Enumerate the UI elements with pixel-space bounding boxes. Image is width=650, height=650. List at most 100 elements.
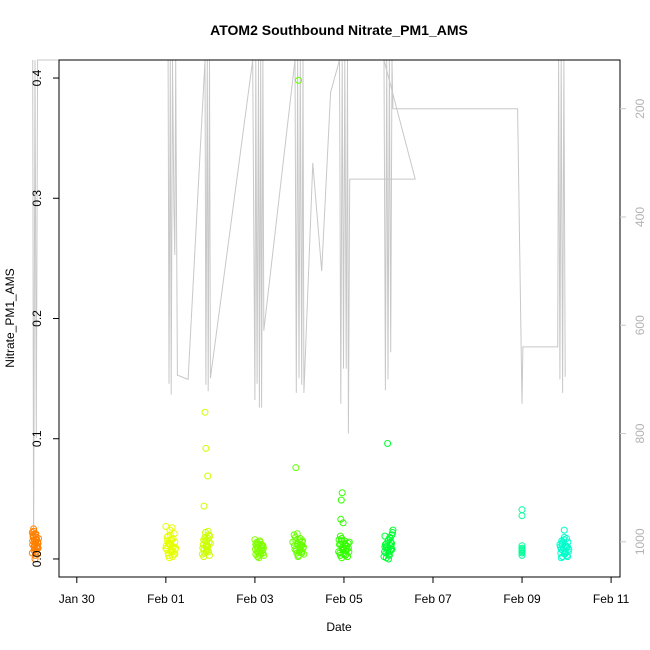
data-point xyxy=(385,555,392,563)
data-point xyxy=(561,549,569,557)
data-point xyxy=(201,537,209,545)
series-8 xyxy=(556,526,573,562)
data-point xyxy=(389,526,397,534)
data-point xyxy=(200,553,208,561)
x-tick-label: Feb 01 xyxy=(147,592,185,606)
y-tick-label: 0.0 xyxy=(30,550,44,567)
series-4 xyxy=(289,76,308,561)
chart-title: ATOM2 Southbound Nitrate_PM1_AMS xyxy=(210,22,468,38)
data-point xyxy=(165,539,172,547)
data-point xyxy=(31,555,39,563)
series-1 xyxy=(162,523,180,562)
data-point xyxy=(564,543,571,551)
data-point xyxy=(169,553,176,561)
data-point xyxy=(168,524,176,532)
right-tick-label: 400 xyxy=(633,207,647,227)
data-point xyxy=(296,544,304,552)
data-point xyxy=(30,527,38,535)
data-point xyxy=(204,527,212,535)
flight-track xyxy=(32,59,566,561)
x-tick-label: Feb 11 xyxy=(593,592,630,606)
data-point xyxy=(293,530,301,538)
data-point xyxy=(563,535,571,542)
data-point xyxy=(259,549,267,557)
right-tick-label: 800 xyxy=(633,423,647,443)
series-2 xyxy=(198,408,214,561)
data-point xyxy=(560,526,568,534)
data-point xyxy=(164,532,172,540)
data-point xyxy=(518,512,526,520)
data-point xyxy=(338,554,346,562)
right-tick-label: 200 xyxy=(633,98,647,118)
data-point xyxy=(166,541,174,548)
axes: 0.0 0.1 0.2 0.3 0.4 Jan 30 Feb 01 Feb 03 Feb 05 F… xyxy=(30,69,647,606)
data-point xyxy=(336,532,344,540)
data-point xyxy=(205,548,213,556)
data-point xyxy=(295,76,302,84)
series-5 xyxy=(335,489,353,562)
data-point xyxy=(344,539,352,547)
data-point xyxy=(34,539,42,547)
data-point xyxy=(337,496,345,504)
data-point xyxy=(342,550,350,558)
x-axis-label: Date xyxy=(326,620,352,634)
data-point xyxy=(518,545,526,553)
data-point xyxy=(204,472,212,480)
x-tick-label: Feb 09 xyxy=(503,592,541,606)
y-axis-label: Nitrate_PM1_AMS xyxy=(3,268,17,367)
data-point xyxy=(292,464,300,472)
data-point xyxy=(387,538,395,546)
data-point xyxy=(557,554,565,562)
data-point xyxy=(289,538,297,546)
flight-track-line xyxy=(32,59,566,561)
data-point xyxy=(518,506,526,514)
data-point xyxy=(387,547,395,554)
series-7 xyxy=(518,506,526,559)
right-tick-label: 1000 xyxy=(633,528,647,555)
x-tick-label: Jan 30 xyxy=(59,592,95,606)
data-point xyxy=(564,548,572,556)
data-point xyxy=(252,541,260,548)
data-point xyxy=(557,545,565,553)
x-tick-label: Feb 05 xyxy=(325,592,363,606)
data-point xyxy=(165,554,173,562)
series-3 xyxy=(251,536,268,562)
y-tick-label: 0.2 xyxy=(30,310,44,327)
series-0 xyxy=(28,525,42,563)
x-tick-label: Feb 03 xyxy=(236,592,274,606)
data-point xyxy=(31,551,39,559)
data-point xyxy=(389,529,396,536)
y-tick-label: 0.3 xyxy=(30,190,44,207)
data-point xyxy=(338,489,346,497)
x-tick-label: Feb 07 xyxy=(414,592,452,606)
data-point xyxy=(339,519,347,527)
y-tick-label: 0.1 xyxy=(30,430,44,447)
data-point xyxy=(341,551,349,559)
data-point xyxy=(201,408,209,416)
data-points xyxy=(28,76,573,563)
right-tick-label: 600 xyxy=(633,315,647,335)
series-6 xyxy=(380,440,397,563)
y-tick-label: 0.4 xyxy=(30,69,44,86)
data-point xyxy=(295,548,303,556)
data-point xyxy=(200,502,208,510)
data-point xyxy=(384,440,392,447)
data-point xyxy=(387,542,395,550)
data-point xyxy=(33,544,41,552)
data-point xyxy=(294,553,302,561)
data-point xyxy=(299,543,307,551)
data-point xyxy=(171,550,179,558)
data-point xyxy=(559,538,567,546)
data-point xyxy=(162,523,170,530)
data-point xyxy=(386,535,394,542)
data-point xyxy=(340,544,348,552)
data-point xyxy=(341,541,349,548)
data-point xyxy=(206,532,214,540)
data-point xyxy=(202,444,210,452)
data-point xyxy=(29,531,37,539)
data-point xyxy=(170,530,178,538)
data-point xyxy=(169,548,176,556)
data-point xyxy=(382,543,390,551)
data-point xyxy=(337,515,345,523)
